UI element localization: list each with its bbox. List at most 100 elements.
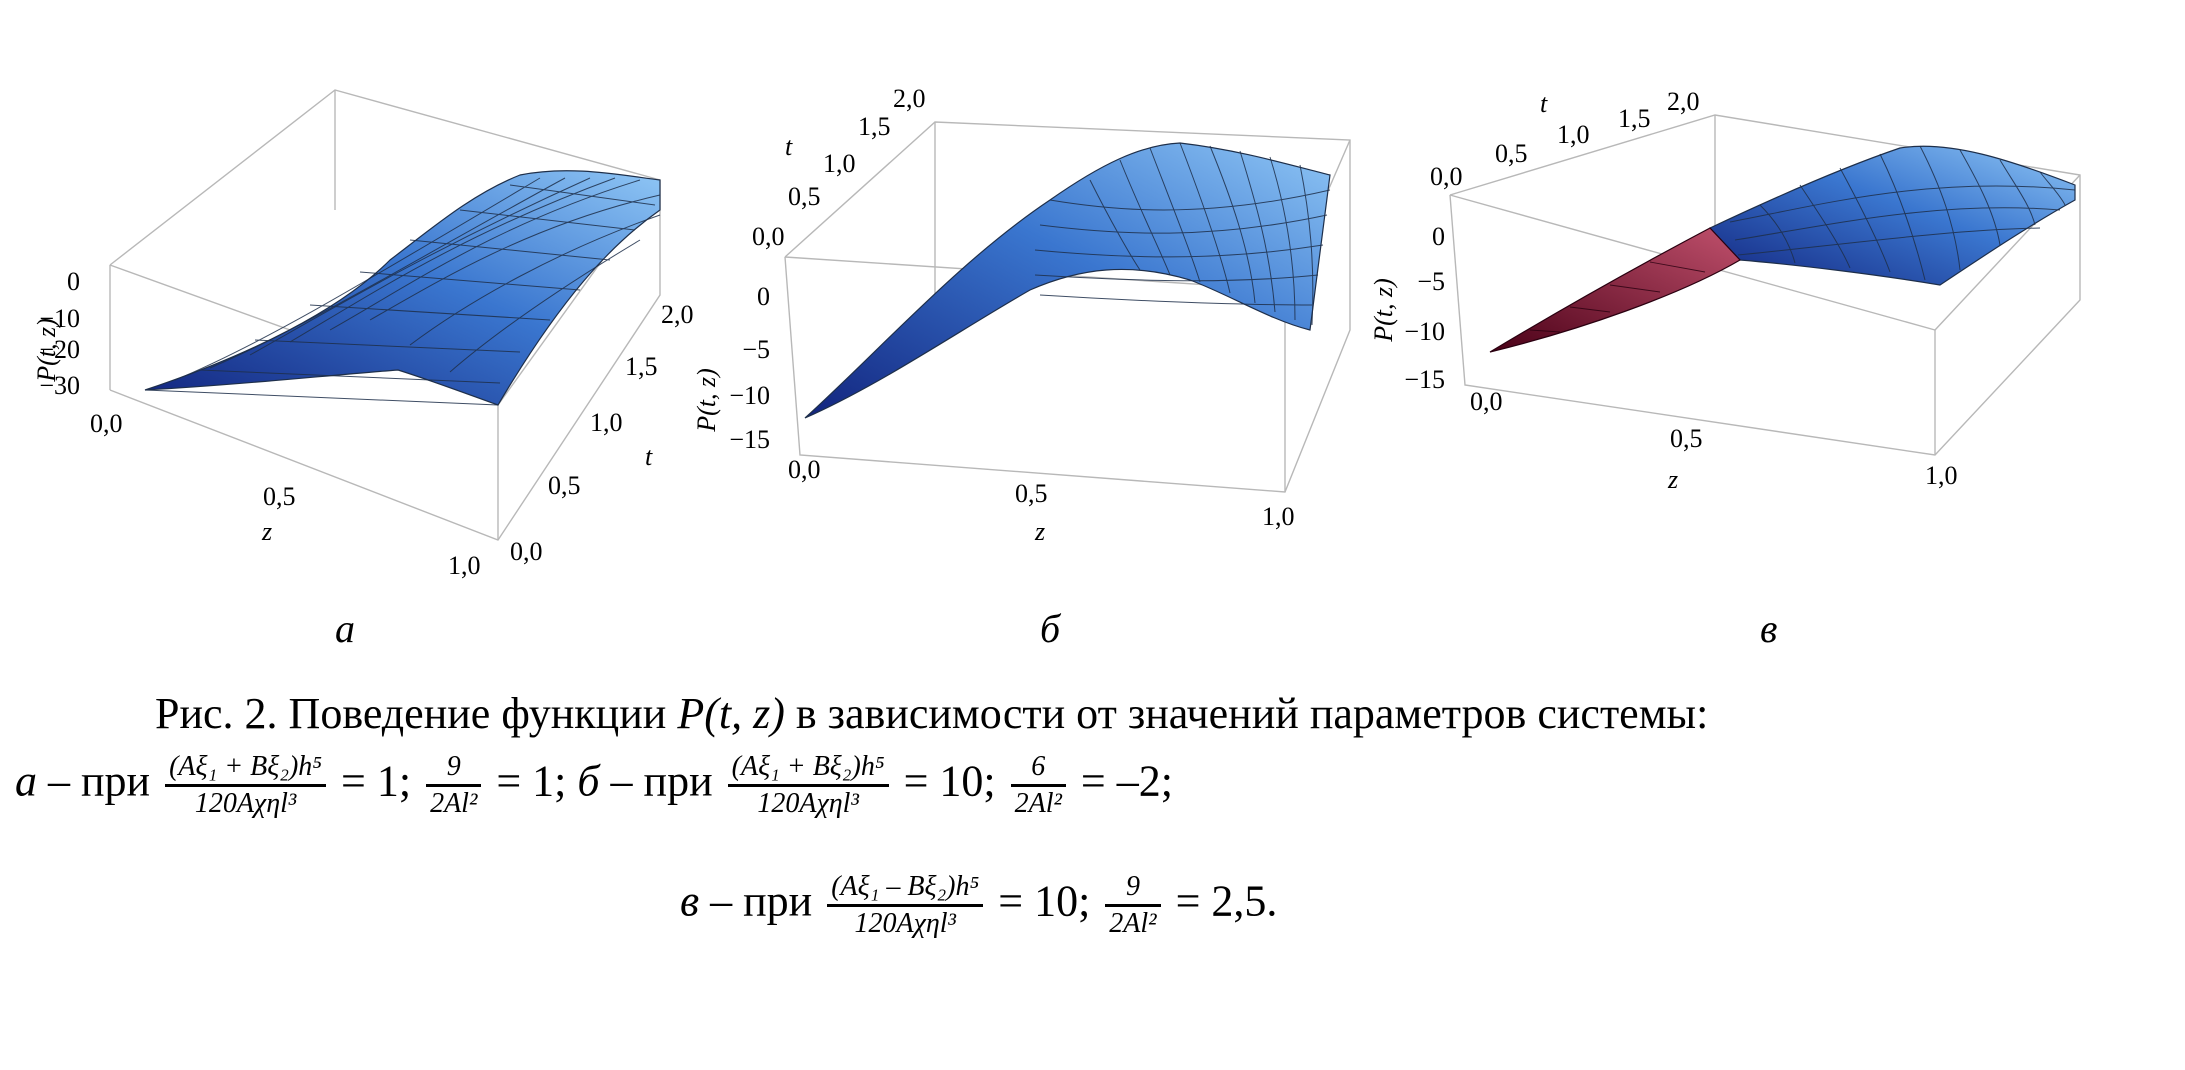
panel-c-label: в — [1760, 606, 1777, 651]
panel-b-z-axis-label: z — [1034, 517, 1045, 546]
panel-b-z-tick: 1,0 — [1262, 502, 1295, 531]
panel-c-t-tick: 1,0 — [1557, 120, 1590, 149]
caption-a-fraction-2: 9 2Al² — [426, 750, 482, 821]
panel-a-t-tick: 0,0 — [510, 537, 543, 566]
caption-a-eq-2: = 1; — [485, 756, 578, 806]
caption-b-fraction-2: 6 2Al² — [1010, 750, 1066, 821]
panel-a: 0 −10 −20 −30 P(t, z) 0,0 0,5 1,0 z 0,0 … — [32, 89, 694, 651]
panel-a-z-tick: 0,5 — [263, 482, 296, 511]
caption-a-fraction-1: (Aξ₁ + Bξ₂)h⁵ 120Aχηl³ — [165, 750, 327, 821]
panel-b-mesh — [1034, 142, 1331, 326]
panel-b-p-axis-label: P(t, z) — [692, 368, 721, 433]
panel-b-t-tick: 2,0 — [893, 84, 926, 113]
panel-c-surface — [1489, 145, 2076, 353]
figure-plots: 0 −10 −20 −30 P(t, z) 0,0 0,5 1,0 z 0,0 … — [32, 84, 2081, 651]
panel-b-t-tick: 0,0 — [752, 222, 785, 251]
panel-a-mesh — [144, 177, 661, 406]
caption-c-eq-2: = 2,5. — [1164, 876, 1278, 926]
panel-a-z-ticks: 0,0 0,5 1,0 — [90, 409, 481, 580]
panel-b-p-tick: −10 — [729, 381, 770, 410]
panel-c-surface-red — [1489, 227, 1741, 353]
panel-b-p-tick: −15 — [729, 425, 770, 454]
panel-a-t-tick: 1,5 — [625, 352, 658, 381]
caption-b-num-2: 6 — [1010, 750, 1066, 787]
panel-a-p-ticks: 0 −10 −20 −30 — [39, 267, 80, 400]
panel-c-p-axis-label: P(t, z) — [1369, 278, 1398, 343]
panel-b-surface — [804, 142, 1331, 419]
caption-a-den-1: 120Aχηl³ — [194, 788, 297, 819]
caption-b-den-1: 120Aχηl³ — [757, 788, 859, 819]
panel-a-t-ticks: 0,0 0,5 1,0 1,5 2,0 — [510, 300, 694, 566]
panel-c-t-axis-label: t — [1540, 89, 1548, 118]
panel-c: 0 −5 −10 −15 P(t, z) 0,0 0,5 1,0 z 0,0 0… — [1369, 87, 2081, 651]
panel-c-mesh — [1729, 145, 2076, 281]
panel-a-surface — [144, 170, 661, 406]
panel-b-p-tick: 0 — [757, 282, 770, 311]
panel-c-p-tick: −15 — [1404, 365, 1445, 394]
panel-b-t-tick: 0,5 — [788, 182, 821, 211]
panel-b-p-tick: −5 — [742, 335, 770, 364]
panel-a-p-tick: −20 — [39, 335, 80, 364]
panel-a-t-tick: 0,5 — [548, 471, 581, 500]
panel-c-p-tick: −10 — [1404, 317, 1445, 346]
caption-b-fraction-1: (Aξ₁ + Bξ₂)h⁵ 120Aχηl³ — [727, 750, 889, 821]
caption-function: P(t, z) — [677, 689, 785, 738]
caption-b-label: б — [577, 756, 600, 806]
panel-a-p-tick: 0 — [67, 267, 80, 296]
panel-b-z-tick: 0,5 — [1015, 479, 1048, 508]
panel-c-t-tick: 2,0 — [1667, 87, 1700, 116]
panel-b-t-axis-label: t — [785, 132, 793, 161]
panel-c-z-tick: 0,5 — [1670, 424, 1703, 453]
caption-c-den-2: 2Al² — [1109, 908, 1157, 939]
caption-b-den-2: 2Al² — [1014, 788, 1062, 819]
caption-line-3: в – при (Aξ₁ – Bξ₂)h⁵ 120Aχηl³ = 10; 9 2Al… — [680, 870, 1277, 941]
caption-c-eq-1: = 10; — [987, 876, 1102, 926]
caption-c-num-2: 9 — [1105, 870, 1161, 907]
panel-c-t-ticks: 0,0 0,5 1,0 1,5 2,0 — [1430, 87, 1700, 191]
caption-c-fraction-2: 9 2Al² — [1105, 870, 1161, 941]
caption-c-fraction-1: (Aξ₁ – Bξ₂)h⁵ 120Aχηl³ — [827, 870, 984, 941]
panel-c-p-tick: −5 — [1417, 267, 1445, 296]
panel-a-label: а — [335, 606, 355, 651]
caption-a-label: а — [15, 756, 37, 806]
caption-c-den-1: 120Aχηl³ — [854, 908, 956, 939]
caption-prefix: Рис. 2. Поведение функции — [155, 689, 678, 738]
caption-line-2: а – при (Aξ₁ + Bξ₂)h⁵ 120Aχηl³ = 1; 9 2Al²… — [15, 750, 1173, 821]
caption-a-num-1: (Aξ₁ + Bξ₂)h⁵ — [165, 750, 327, 787]
caption-c-label: в — [680, 876, 700, 926]
caption-b-num-1: (Aξ₁ + Bξ₂)h⁵ — [727, 750, 889, 787]
panel-a-t-tick: 2,0 — [661, 300, 694, 329]
panel-c-z-tick: 1,0 — [1925, 461, 1958, 490]
panel-b-t-tick: 1,0 — [823, 149, 856, 178]
panel-a-p-axis-label: P(t, z) — [32, 318, 61, 383]
panel-c-z-ticks: 0,0 0,5 1,0 — [1470, 387, 1958, 490]
caption-a-den-2: 2Al² — [430, 788, 478, 819]
caption-a-eq-1: = 1; — [330, 756, 423, 806]
panel-a-t-tick: 1,0 — [590, 408, 623, 437]
panel-a-p-tick: −30 — [39, 371, 80, 400]
panel-a-t-axis-label: t — [645, 442, 653, 471]
caption-b-eq-1: = 10; — [892, 756, 1007, 806]
panel-a-z-axis-label: z — [261, 517, 272, 546]
panel-b-p-ticks: 0 −5 −10 −15 — [729, 282, 770, 454]
caption-line-1: Рис. 2. Поведение функции P(t, z) в зави… — [155, 688, 1708, 739]
caption-a-pri: – при — [37, 756, 162, 806]
caption-b-eq-2: = –2; — [1069, 756, 1173, 806]
panel-c-p-ticks: 0 −5 −10 −15 — [1404, 222, 1445, 394]
panel-a-z-tick: 1,0 — [448, 551, 481, 580]
caption-a-num-2: 9 — [426, 750, 482, 787]
panel-b-z-tick: 0,0 — [788, 455, 821, 484]
panel-c-z-tick: 0,0 — [1470, 387, 1503, 416]
panel-c-t-tick: 1,5 — [1618, 104, 1651, 133]
panel-b-z-ticks: 0,0 0,5 1,0 — [788, 455, 1295, 531]
panel-b-label: б — [1040, 606, 1062, 651]
caption-b-pri: – при — [599, 756, 724, 806]
panel-b-surface-patch — [804, 142, 1331, 419]
panel-c-t-tick: 0,0 — [1430, 162, 1463, 191]
panel-c-p-tick: 0 — [1432, 222, 1445, 251]
caption-c-num-1: (Aξ₁ – Bξ₂)h⁵ — [827, 870, 984, 907]
panel-c-red-mesh — [1529, 261, 1706, 333]
panel-a-p-tick: −10 — [39, 304, 80, 333]
panel-b-t-tick: 1,5 — [858, 112, 891, 141]
panel-a-z-tick: 0,0 — [90, 409, 123, 438]
